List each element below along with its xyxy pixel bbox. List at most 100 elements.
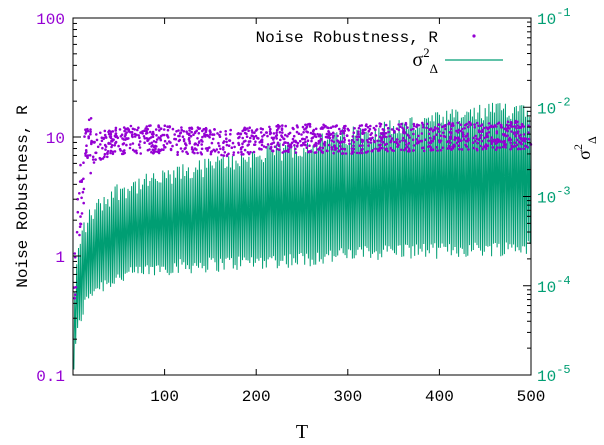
- data-point: [485, 132, 489, 135]
- data-point: [509, 141, 513, 144]
- data-point: [373, 140, 377, 144]
- data-point: [352, 140, 356, 144]
- data-point: [524, 144, 527, 148]
- data-point: [284, 124, 288, 128]
- data-point: [109, 135, 113, 138]
- data-point: [158, 129, 161, 132]
- data-point: [517, 140, 521, 144]
- data-point: [450, 124, 453, 128]
- data-point: [166, 125, 169, 128]
- data-point: [155, 138, 159, 141]
- data-point: [143, 129, 146, 132]
- data-point: [499, 124, 503, 127]
- data-point: [99, 143, 102, 146]
- data-point: [201, 135, 204, 139]
- data-point: [382, 140, 385, 144]
- data-point: [95, 138, 99, 142]
- data-point: [339, 147, 343, 151]
- data-point: [109, 142, 112, 145]
- data-point: [415, 138, 419, 141]
- right-tick-label: 10-5: [537, 363, 571, 386]
- data-point: [148, 142, 151, 145]
- data-point: [319, 127, 323, 130]
- data-point: [503, 127, 507, 131]
- data-point: [200, 152, 203, 156]
- data-point: [284, 133, 287, 137]
- data-point: [360, 151, 364, 155]
- data-point: [294, 139, 297, 143]
- data-point: [139, 131, 142, 134]
- data-point: [436, 149, 439, 152]
- data-point: [423, 149, 426, 153]
- data-point: [84, 152, 87, 155]
- data-point: [510, 145, 514, 148]
- data-point: [406, 126, 409, 129]
- x-tick-label: 300: [333, 388, 362, 406]
- data-point: [79, 222, 83, 226]
- data-point: [166, 128, 170, 132]
- data-point: [240, 153, 243, 156]
- data-point: [304, 143, 307, 147]
- data-point: [302, 131, 305, 134]
- data-point: [471, 141, 475, 144]
- data-point: [500, 140, 503, 144]
- data-point: [338, 144, 342, 148]
- data-point: [510, 130, 513, 133]
- series-sigma-line: [73, 102, 532, 370]
- data-point: [473, 123, 476, 126]
- data-point: [339, 132, 342, 135]
- data-point: [303, 138, 307, 141]
- data-point: [467, 148, 470, 151]
- data-point: [308, 125, 312, 128]
- data-point: [322, 123, 325, 127]
- data-point: [484, 144, 487, 147]
- data-point: [282, 143, 285, 146]
- data-point: [243, 128, 246, 132]
- data-point: [376, 139, 379, 143]
- data-point: [123, 149, 126, 152]
- data-point: [268, 132, 272, 136]
- data-point: [480, 123, 484, 126]
- data-point: [219, 130, 222, 134]
- data-point: [95, 133, 98, 136]
- data-point: [321, 146, 325, 150]
- data-point: [338, 127, 341, 131]
- data-point: [192, 133, 195, 136]
- data-point: [203, 134, 206, 137]
- data-point: [308, 144, 311, 147]
- data-point: [272, 138, 275, 141]
- data-point: [287, 144, 290, 147]
- data-point: [218, 144, 221, 148]
- data-point: [400, 122, 403, 126]
- data-point: [358, 124, 362, 128]
- legend: Noise Robustness, R σ2Δ: [256, 29, 503, 76]
- data-point: [317, 147, 321, 151]
- data-point: [245, 127, 249, 130]
- data-point: [381, 146, 384, 150]
- data-point: [280, 135, 284, 139]
- data-point: [345, 134, 349, 137]
- data-point: [420, 132, 424, 135]
- data-point: [139, 152, 142, 155]
- data-point: [129, 124, 133, 128]
- data-point: [277, 125, 281, 129]
- data-point: [494, 142, 498, 145]
- data-point: [123, 129, 126, 133]
- data-point: [326, 136, 329, 139]
- data-point: [463, 127, 467, 130]
- data-point: [520, 138, 523, 141]
- data-point: [516, 124, 519, 127]
- data-point: [102, 136, 105, 140]
- left-tick-label: 0.1: [36, 368, 65, 386]
- data-point: [195, 148, 198, 151]
- data-point: [298, 139, 302, 143]
- data-point: [249, 136, 252, 140]
- data-point: [342, 131, 346, 135]
- right-y-axis-ticks: 10-5 10-4 10-3 10-2 10-1: [523, 6, 571, 386]
- right-tick-label: 10-4: [537, 274, 571, 297]
- data-point: [503, 139, 507, 143]
- data-point: [303, 128, 306, 131]
- data-point: [261, 135, 264, 138]
- data-point: [266, 143, 270, 146]
- data-point: [474, 139, 477, 143]
